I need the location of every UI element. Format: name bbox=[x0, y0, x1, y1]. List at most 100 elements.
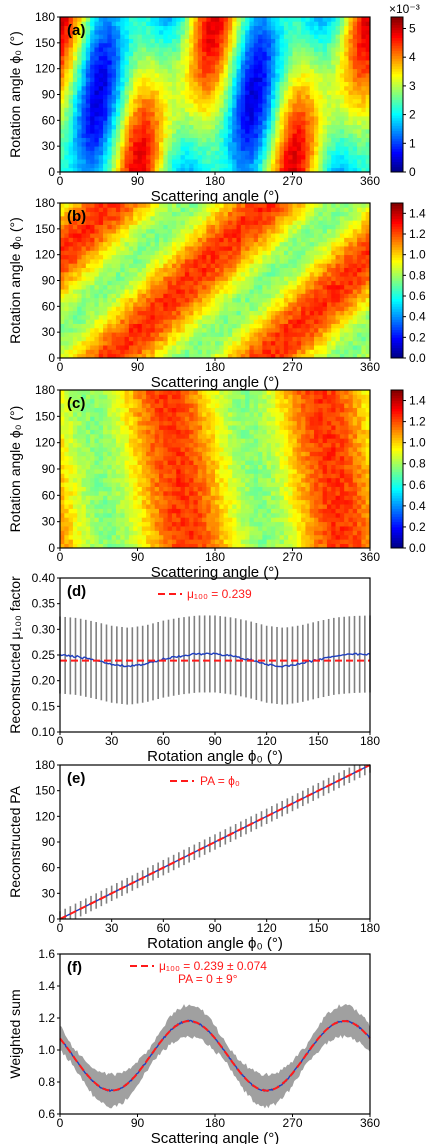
heatmap-cell bbox=[185, 34, 190, 39]
heatmap-cell bbox=[163, 233, 168, 238]
heatmap-cell bbox=[249, 125, 254, 130]
heatmap-cell bbox=[310, 242, 315, 247]
heatmap-cell bbox=[77, 281, 82, 286]
heatmap-cell bbox=[284, 133, 289, 138]
heatmap-cell bbox=[314, 73, 319, 78]
heatmap-cell bbox=[172, 216, 177, 221]
heatmap-cell bbox=[198, 155, 203, 160]
heatmap-cell bbox=[120, 47, 125, 52]
heatmap-cell bbox=[193, 43, 198, 48]
heatmap-cell bbox=[172, 250, 177, 255]
heatmap-cell bbox=[228, 56, 233, 61]
heatmap-cell bbox=[86, 107, 91, 112]
heatmap-cell bbox=[138, 212, 143, 217]
heatmap-cell bbox=[284, 159, 289, 164]
heatmap-cell bbox=[237, 69, 242, 74]
heatmap-cell bbox=[142, 324, 147, 329]
heatmap-cell bbox=[116, 220, 121, 225]
heatmap-cell bbox=[327, 281, 332, 286]
heatmap-cell bbox=[189, 289, 194, 294]
heatmap-cell bbox=[288, 112, 293, 117]
heatmap-cell bbox=[271, 345, 276, 350]
heatmap-cell bbox=[206, 26, 211, 31]
heatmap-cell bbox=[125, 26, 130, 31]
heatmap-cell bbox=[73, 56, 78, 61]
heatmap-cell bbox=[215, 112, 220, 117]
heatmap-cell bbox=[254, 263, 259, 268]
heatmap-cell bbox=[249, 30, 254, 35]
heatmap-cell bbox=[159, 146, 164, 151]
heatmap-cell bbox=[224, 276, 229, 281]
heatmap-cell bbox=[86, 39, 91, 44]
heatmap-cell bbox=[138, 163, 143, 168]
heatmap-cell bbox=[267, 242, 272, 247]
heatmap-cell bbox=[331, 319, 336, 324]
colorbar-step bbox=[391, 84, 403, 87]
heatmap-cell bbox=[168, 203, 173, 208]
heatmap-cell bbox=[64, 155, 69, 160]
heatmap-cell bbox=[86, 349, 91, 354]
heatmap-cell bbox=[353, 77, 358, 82]
heatmap-cell bbox=[189, 43, 194, 48]
heatmap-cell bbox=[318, 319, 323, 324]
heatmap-cell bbox=[198, 237, 203, 242]
heatmap-cell bbox=[305, 272, 310, 277]
heatmap-cell bbox=[318, 272, 323, 277]
heatmap-cell bbox=[198, 263, 203, 268]
heatmap-cell bbox=[327, 17, 332, 22]
heatmap-cell bbox=[262, 285, 267, 290]
heatmap-cell bbox=[142, 233, 147, 238]
heatmap-cell bbox=[215, 289, 220, 294]
heatmap-cell bbox=[323, 26, 328, 31]
heatmap-cell bbox=[168, 64, 173, 69]
heatmap-cell bbox=[103, 229, 108, 234]
heatmap-cell bbox=[232, 281, 237, 286]
heatmap-cell bbox=[64, 328, 69, 333]
heatmap-cell bbox=[103, 246, 108, 251]
heatmap-cell bbox=[344, 163, 349, 168]
heatmap-cell bbox=[288, 332, 293, 337]
heatmap-cell bbox=[159, 216, 164, 221]
heatmap-cell bbox=[305, 86, 310, 91]
heatmap-cell bbox=[189, 212, 194, 217]
heatmap-cell bbox=[133, 345, 138, 350]
heatmap-cell bbox=[107, 250, 112, 255]
heatmap-cell bbox=[327, 293, 332, 298]
heatmap-cell bbox=[258, 86, 263, 91]
heatmap-cell bbox=[138, 64, 143, 69]
heatmap-cell bbox=[159, 229, 164, 234]
heatmap-cell bbox=[219, 336, 224, 341]
heatmap-cell bbox=[318, 324, 323, 329]
heatmap-cell bbox=[138, 155, 143, 160]
heatmap-cell bbox=[215, 285, 220, 290]
heatmap-cell bbox=[348, 56, 353, 61]
heatmap-cell bbox=[202, 39, 207, 44]
heatmap-cell bbox=[219, 90, 224, 95]
heatmap-cell bbox=[120, 77, 125, 82]
heatmap-cell bbox=[305, 212, 310, 217]
heatmap-cell bbox=[336, 146, 341, 151]
heatmap-cell bbox=[176, 272, 181, 277]
heatmap-cell bbox=[116, 56, 121, 61]
heatmap-cell bbox=[297, 77, 302, 82]
heatmap-cell bbox=[271, 233, 276, 238]
heatmap-cell bbox=[206, 225, 211, 230]
heatmap-cell bbox=[245, 272, 250, 277]
heatmap-cell bbox=[129, 263, 134, 268]
heatmap-cell bbox=[86, 82, 91, 87]
heatmap-cell bbox=[211, 77, 216, 82]
heatmap-cell bbox=[125, 138, 130, 143]
heatmap-cell bbox=[99, 276, 104, 281]
heatmap-cell bbox=[168, 315, 173, 320]
heatmap-cell bbox=[232, 311, 237, 316]
heatmap-cell bbox=[258, 116, 263, 121]
heatmap-cell bbox=[249, 289, 254, 294]
heatmap-cell bbox=[215, 345, 220, 350]
heatmap-cell bbox=[215, 319, 220, 324]
heatmap-cell bbox=[77, 298, 82, 303]
heatmap-cell bbox=[284, 69, 289, 74]
heatmap-cell bbox=[340, 146, 345, 151]
heatmap-cell bbox=[69, 233, 74, 238]
heatmap-cell bbox=[293, 281, 298, 286]
heatmap-cell bbox=[185, 315, 190, 320]
